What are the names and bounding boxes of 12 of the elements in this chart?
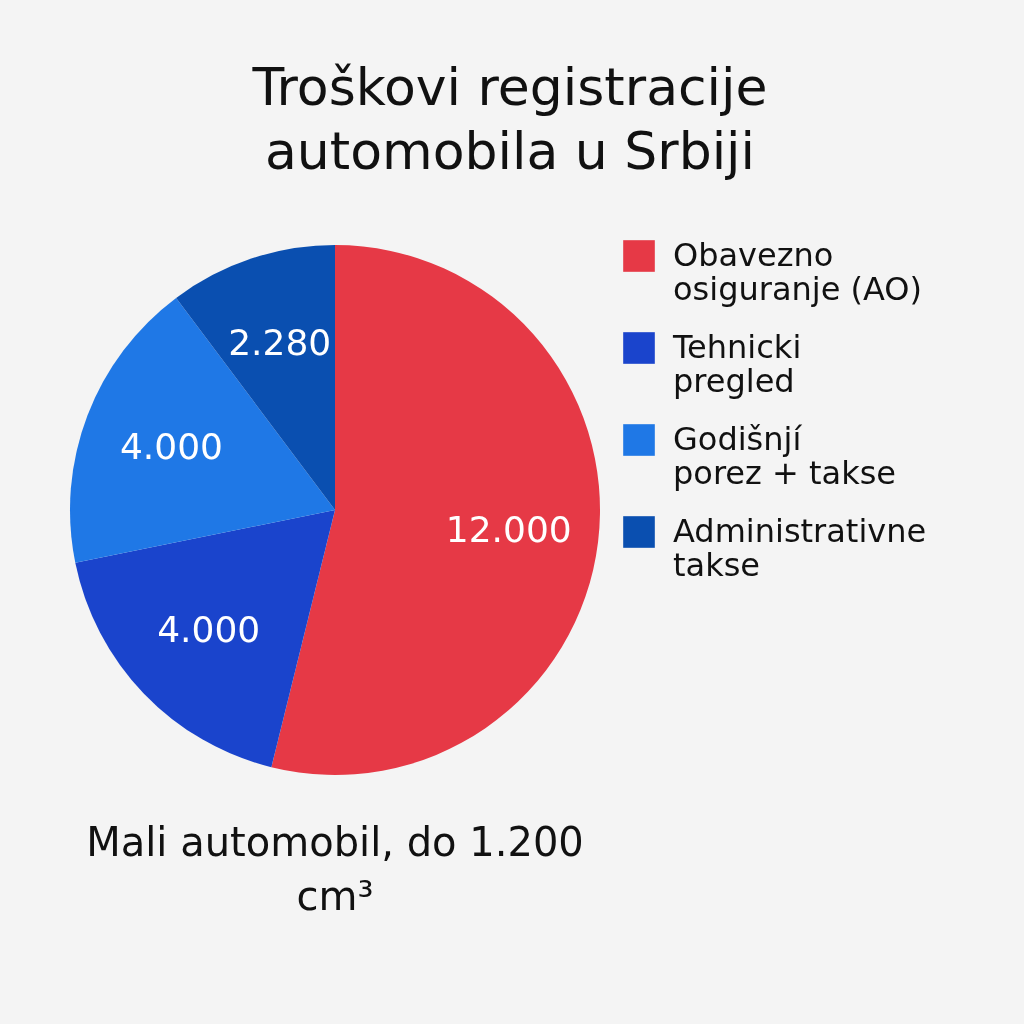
text: Mali automobil, do 1.200 cm³ <box>85 818 585 921</box>
legend-label: Administrativne takse <box>673 512 927 584</box>
pie-slice <box>75 510 335 768</box>
legend-label: Godišnjí porez + takse <box>673 420 897 492</box>
chart-title: Troškovi registracije automobila u Srbiji <box>251 56 769 183</box>
pie-slice <box>70 297 335 563</box>
data-label: 4.000 <box>157 609 261 651</box>
data-label: 2.280 <box>228 321 332 363</box>
legend-label: Tehnicki pregled <box>672 328 802 400</box>
data-label: 12.000 <box>445 509 572 551</box>
legend-label: Obavezno osiguranje (AO) <box>673 236 923 308</box>
data-label: 4.000 <box>119 425 223 467</box>
